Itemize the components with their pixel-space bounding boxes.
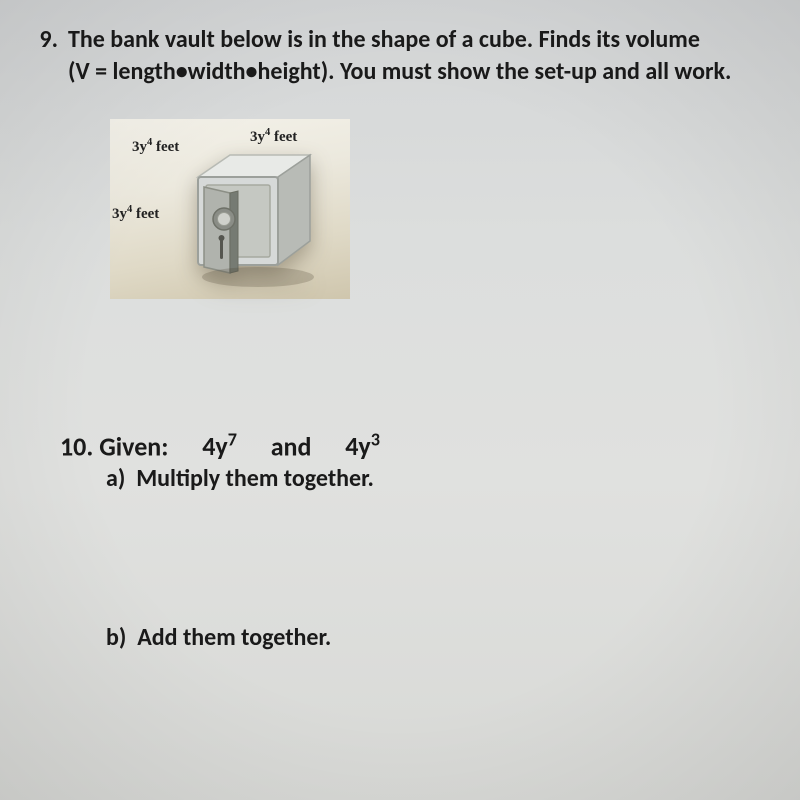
and-text: and bbox=[271, 430, 312, 462]
problem-9-line2: (V = length•width•height). You must show… bbox=[68, 57, 731, 86]
problem-9-line1: The bank vault below is in the shape of … bbox=[68, 25, 700, 54]
term-2: 4y3 bbox=[345, 430, 380, 462]
problem-10-number: 10. bbox=[60, 430, 93, 462]
vault-diagram: 3y4 feet 3y4 feet 3y4 feet bbox=[110, 119, 350, 299]
problem-9-text: The bank vault below is in the shape of … bbox=[68, 24, 780, 89]
vault-cube-icon bbox=[180, 149, 340, 294]
dimension-depth: 3y4 feet bbox=[250, 127, 297, 146]
part-a-text: Multiply them together. bbox=[136, 464, 374, 493]
given-prefix: Given: bbox=[99, 430, 168, 462]
dimension-height: 3y4 feet bbox=[112, 204, 159, 223]
part-b-label: b) bbox=[106, 623, 126, 652]
problem-10-given: 10. Given: 4y7 and 4y3 bbox=[60, 429, 780, 463]
part-a-label: a) bbox=[106, 464, 125, 493]
problem-10: 10. Given: 4y7 and 4y3 a) Multiply them … bbox=[60, 429, 780, 653]
problem-9: 9. The bank vault below is in the shape … bbox=[20, 24, 780, 299]
problem-10b: b) Add them together. bbox=[106, 623, 780, 652]
problem-9-number: 9. bbox=[20, 24, 68, 56]
dimension-width: 3y4 feet bbox=[132, 137, 179, 156]
term-1: 4y7 bbox=[202, 430, 237, 462]
problem-10a: a) Multiply them together. bbox=[106, 464, 780, 493]
problem-9-header: 9. The bank vault below is in the shape … bbox=[20, 24, 780, 89]
part-b-text: Add them together. bbox=[137, 623, 331, 652]
worksheet-page: 9. The bank vault below is in the shape … bbox=[0, 0, 800, 676]
